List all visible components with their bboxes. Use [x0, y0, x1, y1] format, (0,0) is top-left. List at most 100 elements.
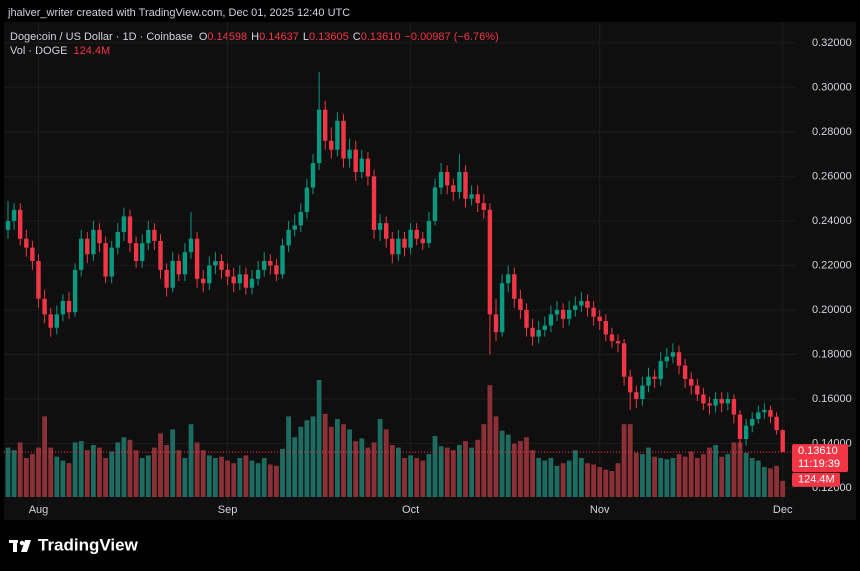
volume-bar [487, 385, 493, 497]
volume-bar [54, 456, 60, 497]
volume-bar [707, 447, 712, 497]
candle-body [298, 212, 303, 226]
volume-bar [365, 447, 371, 497]
candle-body [579, 301, 584, 306]
volume-layer [5, 380, 786, 497]
candle-body [237, 274, 242, 284]
x-tick-label: Sep [218, 504, 238, 516]
volume-bar [188, 424, 194, 497]
candle-body [512, 274, 517, 299]
volume-bar [164, 445, 169, 497]
candle-body [762, 410, 767, 413]
candle-body [170, 260, 175, 288]
volume-bar [658, 458, 664, 497]
candle-body [365, 158, 371, 177]
candle-body [768, 410, 773, 417]
caption: jhalver_writer created with TradingView.… [7, 7, 350, 19]
candle-body [646, 376, 651, 386]
volume-bar [536, 458, 542, 497]
volume-bar [518, 441, 523, 497]
o-key: O [199, 31, 208, 43]
candle-body [42, 298, 47, 315]
logo: TradingView [9, 535, 139, 554]
candle-body [262, 260, 267, 270]
candle-body [695, 385, 700, 395]
candle-body [609, 334, 615, 342]
volume-bar [127, 439, 133, 497]
volume-bar [713, 445, 718, 497]
candle-body [36, 260, 41, 299]
y-tick-label: 0.18000 [812, 348, 852, 360]
volume-bar [402, 458, 407, 497]
c-value: 0.13610 [361, 31, 401, 43]
candle-body [402, 238, 407, 248]
x-tick-label: Oct [402, 504, 419, 516]
candle-body [780, 430, 785, 453]
volume-bar [743, 452, 749, 497]
candle-body [432, 187, 438, 221]
volume-bar [5, 447, 11, 497]
last-price-label: 0.13610 [798, 445, 838, 457]
volume-bar [377, 419, 383, 497]
volume-bar [383, 429, 389, 497]
candle-body [567, 309, 572, 319]
candle-body [506, 274, 511, 284]
volume-bar [109, 451, 115, 497]
candle-body [384, 223, 389, 239]
l-key: L [303, 31, 309, 43]
volume-bar [133, 450, 139, 497]
volume-bar [505, 434, 511, 497]
candle-body [48, 314, 53, 328]
candle-body [347, 149, 352, 159]
volume-bar [762, 467, 767, 497]
volume-bar [597, 467, 603, 497]
candle-body [79, 238, 84, 270]
volume-bar [652, 456, 657, 497]
logo-slash [21, 540, 31, 552]
volume-bar [66, 463, 72, 497]
candle-body [268, 260, 273, 266]
volume-bar [170, 429, 176, 497]
candle-body [658, 361, 663, 379]
volume-bar [682, 456, 688, 497]
candle-body [91, 229, 96, 255]
candle-body [194, 238, 200, 279]
volume-bar [231, 463, 237, 497]
candle-body [463, 171, 468, 199]
candle-body [591, 307, 596, 317]
volume-bar [572, 450, 578, 497]
y-tick-label: 0.32000 [812, 37, 852, 49]
volume-bar [298, 426, 304, 497]
candle-body [530, 327, 535, 337]
candle-body [573, 305, 578, 310]
volume-bar [511, 443, 517, 497]
logo-dot [19, 540, 25, 546]
volume-bar [524, 437, 529, 497]
candle-body [103, 243, 108, 277]
candle-body [518, 298, 523, 310]
candle-body [628, 376, 633, 393]
volume-bar [493, 416, 499, 497]
candle-body [188, 238, 194, 253]
y-tick-label: 0.24000 [812, 215, 852, 227]
volume-bar [219, 456, 224, 497]
volume-bar [176, 450, 182, 497]
candle-body [493, 314, 499, 333]
volume-bar [286, 416, 291, 497]
candle-body [719, 398, 724, 404]
volume-bar [152, 447, 157, 497]
volume-bar [670, 458, 676, 497]
volume-bar [548, 458, 554, 497]
candle-body [60, 301, 66, 315]
volume-bar [469, 447, 474, 497]
candle-body [133, 243, 139, 261]
candle-body [310, 163, 316, 188]
volume-bar [121, 437, 127, 497]
candle-layer [5, 71, 785, 453]
candle-body [231, 276, 236, 284]
candle-body [414, 229, 419, 239]
volume-bar [225, 460, 230, 497]
candle-body [182, 252, 188, 275]
volume-bar [396, 447, 401, 497]
volume-bar [432, 435, 438, 497]
